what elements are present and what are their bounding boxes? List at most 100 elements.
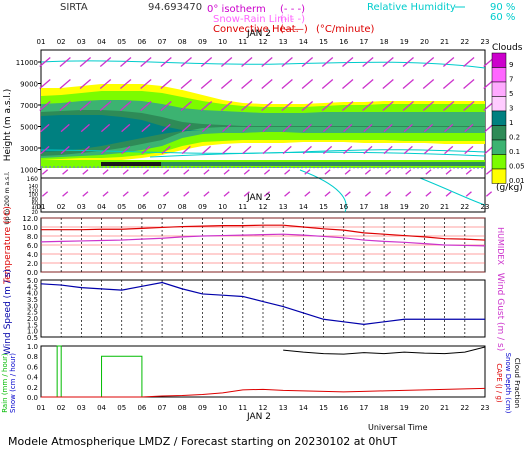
hour-label: 11 (238, 203, 247, 211)
wind-arrow (220, 56, 233, 68)
wind-arrow (465, 169, 472, 175)
wind-arrow (39, 78, 51, 90)
hour-label: 15 (319, 203, 328, 211)
wind-arrow (304, 169, 311, 175)
height-tick-low: 80 (32, 197, 38, 203)
hour-label: 20 (420, 203, 429, 211)
coords-label: 94.693470 (148, 2, 202, 13)
precip-panel: 1.0 0.8 0.6 0.4 0.2 0.0 (27, 343, 486, 402)
hour-label: 20 (420, 38, 429, 46)
wind-arrow (321, 78, 334, 90)
wind-arrow (163, 169, 170, 175)
wind-arrow (444, 145, 454, 155)
legend-snowrain-sample: (- - -) (280, 14, 305, 25)
hour-label: 14 (299, 203, 308, 211)
bottom-hour-labels: 01 02 03 04 05 06 07 08 09 10 11 12 13 14 15 16 17 18 19 20… (37, 404, 490, 412)
series-line-0 (40, 281, 485, 325)
wind-arrow (425, 169, 432, 175)
wind-arrow (142, 169, 149, 175)
wind-arrow (322, 123, 333, 133)
wind-arrow (200, 56, 213, 68)
wind-arrow (362, 100, 374, 112)
y-tick: 0.0 (27, 394, 38, 402)
wind-arrow (362, 56, 374, 68)
hour-label: 07 (158, 203, 167, 211)
height-tick-low: 40 (32, 206, 38, 212)
wind-gust-axis-label: Wind Gust (m / s) (495, 273, 505, 351)
hour-label: 18 (380, 404, 389, 412)
wind-arrow (304, 191, 311, 197)
series-line-0 (41, 224, 486, 241)
panel1-day-label: JAN 2 (246, 193, 271, 203)
cloud-scale-swatch (491, 52, 507, 68)
cloud-scale-swatch (491, 110, 507, 126)
wind-arrow (301, 56, 314, 68)
rain-axis-label: Rain (mm / hour) (1, 353, 9, 413)
wind-arrow (100, 145, 111, 155)
wind-arrow (282, 145, 292, 155)
wind-panel: 5.04.54.03.53.02.52.01.51.00.5 (27, 277, 486, 342)
cloud-panel (39, 49, 495, 213)
snow-depth-axis-label: Snow Depth (cm) (504, 353, 512, 414)
wind-arrow (220, 100, 233, 112)
y-tick: 3.0 (27, 302, 38, 310)
hour-label: 03 (77, 38, 86, 46)
wind-arrow (261, 56, 273, 68)
hour-label: 19 (400, 404, 409, 412)
hour-label: 17 (359, 404, 368, 412)
wind-arrow (422, 100, 435, 112)
wind-arrow (79, 78, 92, 90)
wind-arrow (120, 56, 132, 68)
y-tick: 12.0 (22, 215, 38, 223)
y-tick: 4.0 (27, 251, 38, 259)
height-tick-low: 60 (32, 201, 38, 207)
wind-arrow (203, 191, 210, 197)
wind-arrow (82, 191, 89, 197)
legend-rh60: 60 % (490, 12, 515, 23)
hour-label: 22 (460, 38, 469, 46)
y-tick: 1.0 (27, 328, 38, 336)
height-ticks: 11000 9000 7000 5000 3000 1000160140120100806… (16, 59, 41, 216)
wind-arrow (120, 100, 132, 112)
hour-label: 06 (137, 203, 146, 211)
wind-arrow (102, 191, 109, 197)
height-axis-label: Height (m a.s.l.) (3, 89, 13, 162)
wind-arrow (382, 78, 394, 90)
wind-arrow (423, 145, 434, 155)
hour-label: 17 (359, 203, 368, 211)
wind-arrow (183, 169, 190, 175)
hour-label: 04 (97, 203, 106, 211)
cloud-scale-swatch (491, 81, 507, 97)
height-tick: 1000 (20, 167, 38, 175)
wind-arrow (181, 145, 191, 155)
cloud-scale-label: 1 (509, 119, 513, 127)
hour-label: 16 (339, 38, 348, 46)
hour-label: 01 (37, 38, 46, 46)
height-tick: 11000 (16, 59, 38, 67)
series-line-1 (40, 233, 486, 247)
y-tick: 0.4 (27, 374, 39, 382)
hour-label: 09 (198, 38, 207, 46)
y-tick: 3.5 (27, 296, 38, 304)
hour-label: 05 (117, 203, 126, 211)
legend-rh90: 90 % (490, 2, 515, 13)
wind-arrow (242, 145, 252, 155)
hour-label: 08 (178, 404, 187, 412)
wind-arrow (201, 123, 212, 133)
hour-label: 18 (380, 38, 389, 46)
wind-arrow (223, 191, 230, 197)
wind-arrow (99, 78, 112, 90)
precip-series-1 (283, 346, 486, 355)
hour-label: 10 (218, 38, 227, 46)
cloud-scale-swatch (491, 96, 507, 112)
wind-arrow (382, 56, 394, 68)
y-tick: 5.0 (27, 277, 38, 285)
wind-arrow (403, 123, 413, 133)
wind-arrow (160, 100, 172, 112)
wind-arrow (464, 123, 474, 133)
height-tick: 3000 (20, 145, 38, 153)
wind-arrow (442, 78, 455, 90)
hour-label: 13 (279, 38, 288, 46)
wind-arrow (241, 56, 253, 68)
hour-label: 08 (178, 203, 187, 211)
